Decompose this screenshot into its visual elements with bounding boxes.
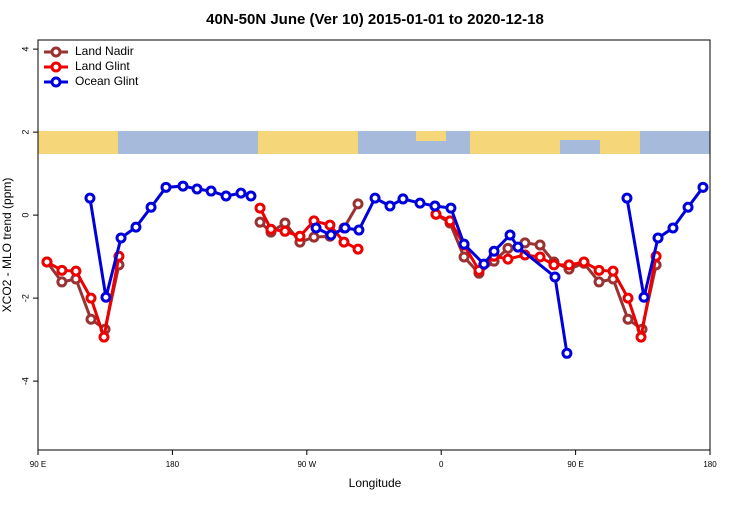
legend-marker — [50, 46, 62, 58]
x-tick-label: 180 — [703, 460, 717, 469]
point — [549, 271, 561, 283]
point — [458, 251, 470, 263]
point — [100, 291, 112, 303]
point — [308, 231, 320, 243]
legend-label: Ocean Glint — [75, 74, 139, 88]
point — [85, 292, 97, 304]
point — [534, 251, 546, 263]
legend-marker — [50, 61, 62, 73]
point — [56, 264, 68, 276]
point — [593, 276, 605, 288]
point — [220, 190, 232, 202]
point — [534, 239, 546, 251]
point — [414, 197, 426, 209]
point — [429, 200, 441, 212]
x-axis-label: Longitude — [349, 476, 402, 490]
point — [444, 215, 456, 227]
point — [84, 192, 96, 204]
point — [145, 201, 157, 213]
point — [56, 276, 68, 288]
point — [352, 198, 364, 210]
point — [578, 256, 590, 268]
x-tick-label: 90 W — [297, 460, 316, 469]
point — [548, 259, 560, 271]
chart-title: 40N-50N June (Ver 10) 2015-01-01 to 2020… — [206, 11, 544, 28]
point — [697, 181, 709, 193]
point — [41, 256, 53, 268]
point — [324, 219, 336, 231]
point — [458, 238, 470, 250]
point — [478, 258, 490, 270]
legend-marker — [50, 76, 62, 88]
point — [430, 208, 442, 220]
point — [245, 190, 257, 202]
y-tick-label: 0 — [20, 213, 30, 218]
point — [191, 183, 203, 195]
point — [85, 313, 97, 325]
point — [622, 292, 634, 304]
x-tick-label: 90 E — [567, 460, 583, 469]
point — [98, 331, 110, 343]
point — [254, 202, 266, 214]
point — [561, 347, 573, 359]
point — [563, 259, 575, 271]
point — [338, 236, 350, 248]
point — [504, 229, 516, 241]
point — [667, 222, 679, 234]
point — [310, 222, 322, 234]
point — [512, 241, 524, 253]
x-tick-label: 180 — [166, 460, 180, 469]
point — [352, 243, 364, 255]
point — [235, 187, 247, 199]
x-tick-label: 90 E — [30, 460, 46, 469]
point — [177, 180, 189, 192]
point — [682, 201, 694, 213]
map-strip — [38, 131, 710, 154]
point — [353, 224, 365, 236]
point — [339, 222, 351, 234]
point — [397, 193, 409, 205]
point — [254, 216, 266, 228]
point — [205, 185, 217, 197]
point — [279, 225, 291, 237]
point — [638, 291, 650, 303]
point — [115, 232, 127, 244]
point — [635, 331, 647, 343]
point — [607, 265, 619, 277]
point — [384, 200, 396, 212]
y-tick-label: -4 — [20, 377, 30, 385]
y-tick-label: -2 — [20, 294, 30, 302]
point — [593, 264, 605, 276]
point — [70, 265, 82, 277]
point — [160, 181, 172, 193]
point — [652, 232, 664, 244]
point — [621, 192, 633, 204]
y-tick-label: 4 — [20, 47, 30, 52]
y-axis-label: XCO2 - MLO trend (ppm) — [0, 178, 14, 313]
point — [445, 202, 457, 214]
x-tick-label: 0 — [439, 460, 444, 469]
point — [294, 230, 306, 242]
point — [325, 229, 337, 241]
legend-label: Land Glint — [75, 59, 130, 73]
point — [488, 245, 500, 257]
point — [130, 221, 142, 233]
y-tick-label: 2 — [20, 130, 30, 135]
plot-frame — [37, 39, 711, 451]
legend-label: Land Nadir — [75, 44, 134, 58]
point — [622, 313, 634, 325]
point — [265, 223, 277, 235]
point — [369, 192, 381, 204]
point — [502, 242, 514, 254]
point — [502, 253, 514, 265]
